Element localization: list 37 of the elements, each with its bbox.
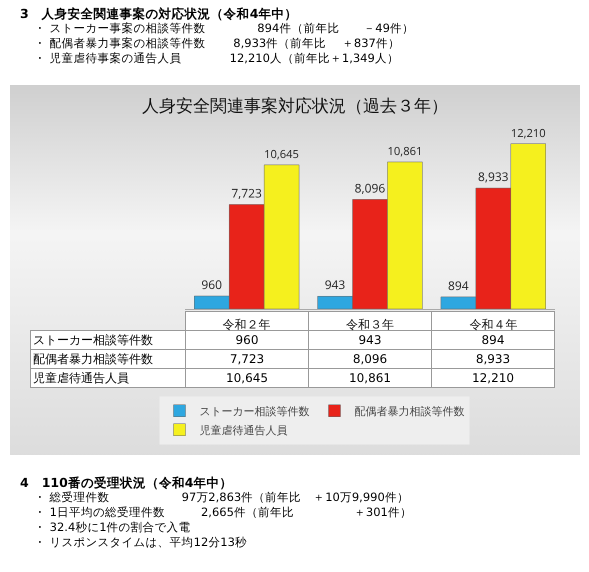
text: ・ 総受理件数 97万2,863件（前年比 ＋10万9,990件） bbox=[33, 490, 410, 505]
text: 10,645 bbox=[264, 147, 299, 162]
data-label: 10,861 bbox=[308, 368, 432, 388]
text: 児童虐待通告人員 bbox=[33, 370, 129, 384]
chart-title: 人身安全関連事案対応状況（過去３年） bbox=[142, 94, 448, 117]
data-label: 8,933 bbox=[432, 350, 554, 368]
text: ・ 配偶者暴力事案の相談等件数 8,933件（前年比 ＋837件） bbox=[33, 36, 401, 51]
data-label: 10,645 bbox=[186, 368, 308, 388]
data-label: 960 bbox=[186, 330, 308, 350]
text: 3 人身安全関連事案の対応状況（令和4年中） bbox=[20, 6, 298, 21]
data-label: 943 bbox=[308, 330, 432, 350]
text: ・ ストーカー事案の相談等件数 894件（前年比 －49件） bbox=[33, 21, 414, 36]
data-label: 8,096 bbox=[308, 350, 432, 368]
text: 配偶者暴力相談等件数 bbox=[33, 352, 153, 366]
text: ・ 1日平均の総受理件数 2,665件（前年比 ＋301件） bbox=[33, 505, 412, 520]
text: ・ リスポンスタイムは、平均12分13秒 bbox=[33, 535, 248, 550]
text: 8,096 bbox=[354, 179, 386, 196]
x-tick-label: 令和４年 bbox=[469, 315, 518, 332]
text: 943 bbox=[324, 276, 346, 294]
text: 7,723 bbox=[231, 184, 262, 202]
legend-label: 児童虐待通告人員 bbox=[200, 423, 288, 438]
text: ストーカー相談等件数 bbox=[33, 332, 153, 346]
text: 12,210 bbox=[510, 126, 546, 141]
text: 894 bbox=[448, 276, 469, 294]
text: ・ 32.4秒に1件の割合で入電 bbox=[33, 520, 192, 535]
legend-label: ストーカー相談等件数 bbox=[200, 404, 310, 420]
data-label: 7,723 bbox=[186, 350, 308, 368]
data-label: 894 bbox=[432, 330, 554, 350]
data-label: 12,210 bbox=[432, 368, 554, 388]
text: ・ 児童虐待事案の通告人員 12,210人（前年比＋1,349人） bbox=[33, 51, 400, 66]
x-tick-label: 令和２年 bbox=[222, 315, 271, 332]
text: 10,861 bbox=[388, 144, 422, 160]
legend-label: 配偶者暴力相談等件数 bbox=[354, 404, 464, 420]
text: 4 110番の受理状況（令和4年中） bbox=[20, 475, 234, 490]
text: 960 bbox=[201, 276, 222, 293]
x-tick-label: 令和３年 bbox=[346, 315, 394, 332]
text: 8,933 bbox=[478, 168, 509, 186]
